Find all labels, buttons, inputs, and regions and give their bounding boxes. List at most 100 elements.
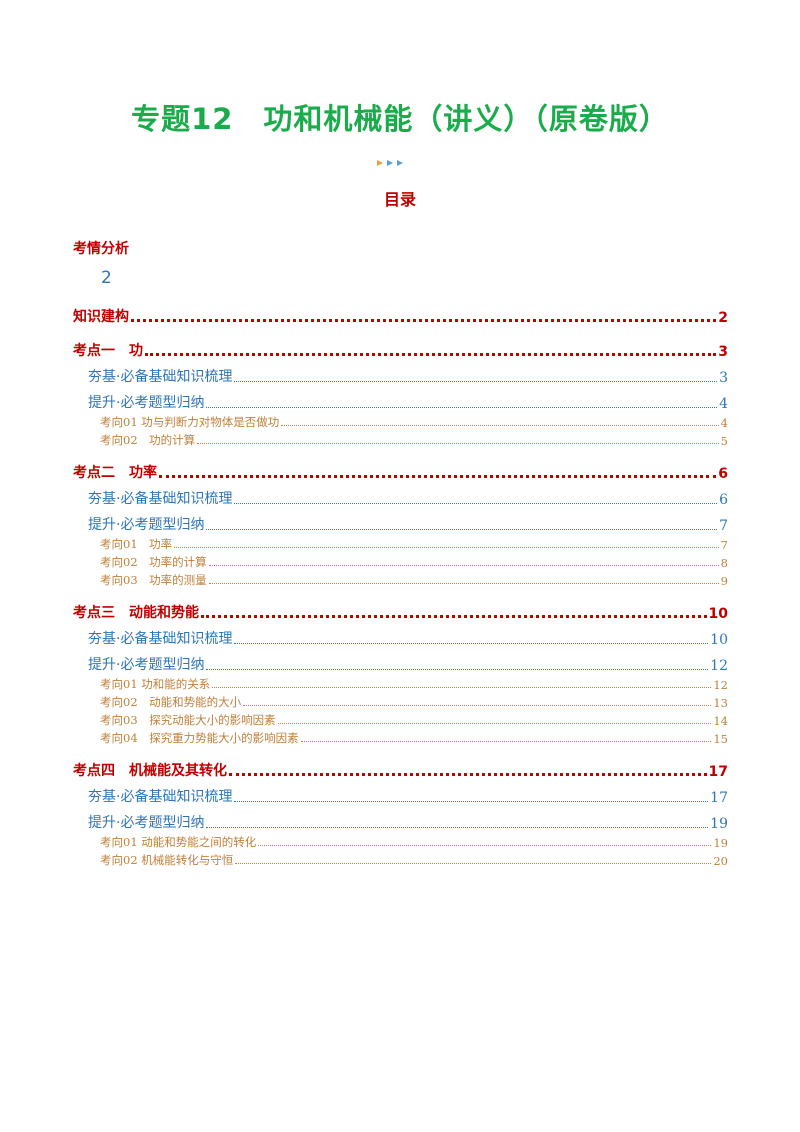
toc-entry: 考情分析 [73, 238, 728, 258]
leader [197, 443, 719, 444]
toc-entry-text: 考情分析 [73, 241, 129, 257]
toc-topic-text: 考向02 功率的计算 [100, 555, 207, 569]
toc-entry-text: 考点四 机械能及其转化 [73, 763, 227, 779]
toc-section: 提升·必考题型归纳 7 [73, 512, 728, 534]
toc-entry-text: 考点三 动能和势能 [73, 605, 199, 621]
page-number: 17 [708, 764, 728, 780]
page-number: 20 [713, 854, 728, 868]
toc-topic-text: 考向03 探究动能大小的影响因素 [100, 713, 276, 727]
leader [145, 353, 717, 356]
toc-topic: 考向01 功和能的关系 12 [73, 674, 728, 692]
leader [258, 845, 712, 846]
leader [206, 827, 709, 828]
toc: 考情分析 2 知识建构 2 考点一 功 3 夯基·必备基础知识梳理 3 提升·必考题型归纳 4 考向… [73, 224, 728, 868]
toc-topic-text: 考向01 功与判断力对物体是否做功 [100, 415, 280, 429]
page-number: 4 [719, 396, 728, 412]
toc-topic: 考向01 动能和势能之间的转化 19 [73, 832, 728, 850]
leader [234, 503, 718, 504]
toc-section-text: 提升·必考题型归纳 [88, 395, 205, 411]
page-number: 3 [718, 344, 728, 360]
leader [206, 407, 718, 408]
page-number: 13 [713, 696, 728, 710]
toc-section-text: 提升·必考题型归纳 [88, 517, 205, 533]
leader [243, 705, 712, 706]
toc-topic: 考向02 功的计算 5 [73, 430, 728, 448]
toc-entry: 知识建构 2 [73, 306, 728, 326]
toc-section: 夯基·必备基础知识梳理 3 [73, 364, 728, 386]
toc-title: 目录 [383, 190, 416, 209]
toc-topic-text: 考向01 功和能的关系 [100, 677, 211, 691]
page-number: 6 [719, 492, 728, 508]
toc-topic: 考向02 功率的计算 8 [73, 552, 728, 570]
toc-entry: 考点四 机械能及其转化 17 [73, 760, 728, 780]
leader [277, 723, 712, 724]
page-number: 4 [720, 416, 728, 430]
page-number: 7 [720, 538, 728, 552]
toc-entry: 考点三 动能和势能 10 [73, 602, 728, 622]
toc-entry-text: 考点二 功率 [73, 465, 157, 481]
toc-section: 提升·必考题型归纳 4 [73, 390, 728, 412]
toc-entry: 考点一 功 3 [73, 340, 728, 360]
toc-topic-text: 考向02 动能和势能的大小 [100, 695, 242, 709]
page-number: 12 [713, 678, 728, 692]
toc-section: 夯基·必备基础知识梳理 17 [73, 784, 728, 806]
page-number: 9 [720, 574, 728, 588]
leader [131, 319, 717, 322]
toc-section-text: 提升·必考题型归纳 [88, 657, 205, 673]
document-title: 专题12 功和机械能（讲义）（原卷版） [131, 102, 669, 136]
leader [212, 687, 712, 688]
leader [159, 475, 717, 478]
toc-topic-text: 考向04 探究重力势能大小的影响因素 [100, 731, 299, 745]
toc-section-text: 夯基·必备基础知识梳理 [88, 491, 233, 507]
toc-section-text: 夯基·必备基础知识梳理 [88, 789, 233, 805]
toc-topic: 考向01 功率 7 [73, 534, 728, 552]
page-number: 2 [718, 310, 728, 326]
toc-entry-text: 考点一 功 [73, 343, 143, 359]
toc-topic-text: 考向01 动能和势能之间的转化 [100, 835, 257, 849]
leader [300, 741, 712, 742]
page-number: 10 [708, 606, 728, 622]
toc-section-text: 提升·必考题型归纳 [88, 815, 205, 831]
leader [206, 669, 709, 670]
toc-section-text: 夯基·必备基础知识梳理 [88, 369, 233, 385]
page-number: 12 [710, 658, 728, 674]
toc-topic: 考向04 探究重力势能大小的影响因素 15 [73, 728, 728, 746]
toc-section: 夯基·必备基础知识梳理 6 [73, 486, 728, 508]
page-number: 2 [101, 268, 112, 288]
toc-topic-text: 考向01 功率 [100, 537, 173, 551]
toc-topic: 考向02 动能和势能的大小 13 [73, 692, 728, 710]
toc-section: 夯基·必备基础知识梳理 10 [73, 626, 728, 648]
divider [115, 160, 680, 166]
page-number: 6 [718, 466, 728, 482]
page-number: 5 [720, 434, 728, 448]
toc-section-text: 夯基·必备基础知识梳理 [88, 631, 233, 647]
leader [235, 863, 712, 864]
toc-topic-text: 考向02 功的计算 [100, 433, 196, 447]
leader [234, 381, 718, 382]
leader [234, 801, 709, 802]
toc-topic: 考向03 探究动能大小的影响因素 14 [73, 710, 728, 728]
toc-entry: 考点二 功率 6 [73, 462, 728, 482]
leader [206, 529, 718, 530]
leader [208, 565, 719, 566]
page-number: 10 [710, 632, 728, 648]
page-number: 7 [719, 518, 728, 534]
toc-section: 提升·必考题型归纳 12 [73, 652, 728, 674]
page-number: 14 [713, 714, 728, 728]
toc-topic: 考向01 功与判断力对物体是否做功 4 [73, 412, 728, 430]
toc-section: 提升·必考题型归纳 19 [73, 810, 728, 832]
toc-topic-text: 考向03 功率的测量 [100, 573, 207, 587]
leader [174, 547, 719, 548]
toc-entry-text: 知识建构 [73, 309, 129, 325]
toc-topic-text: 考向02 机械能转化与守恒 [100, 853, 234, 867]
leader [208, 583, 719, 584]
toc-topic: 考向02 机械能转化与守恒 20 [73, 850, 728, 868]
page-number: 3 [719, 370, 728, 386]
page-number: 8 [720, 556, 728, 570]
leader [201, 615, 707, 618]
page-number: 19 [710, 816, 728, 832]
leader [229, 773, 707, 776]
leader [234, 643, 709, 644]
page-number: 17 [710, 790, 728, 806]
